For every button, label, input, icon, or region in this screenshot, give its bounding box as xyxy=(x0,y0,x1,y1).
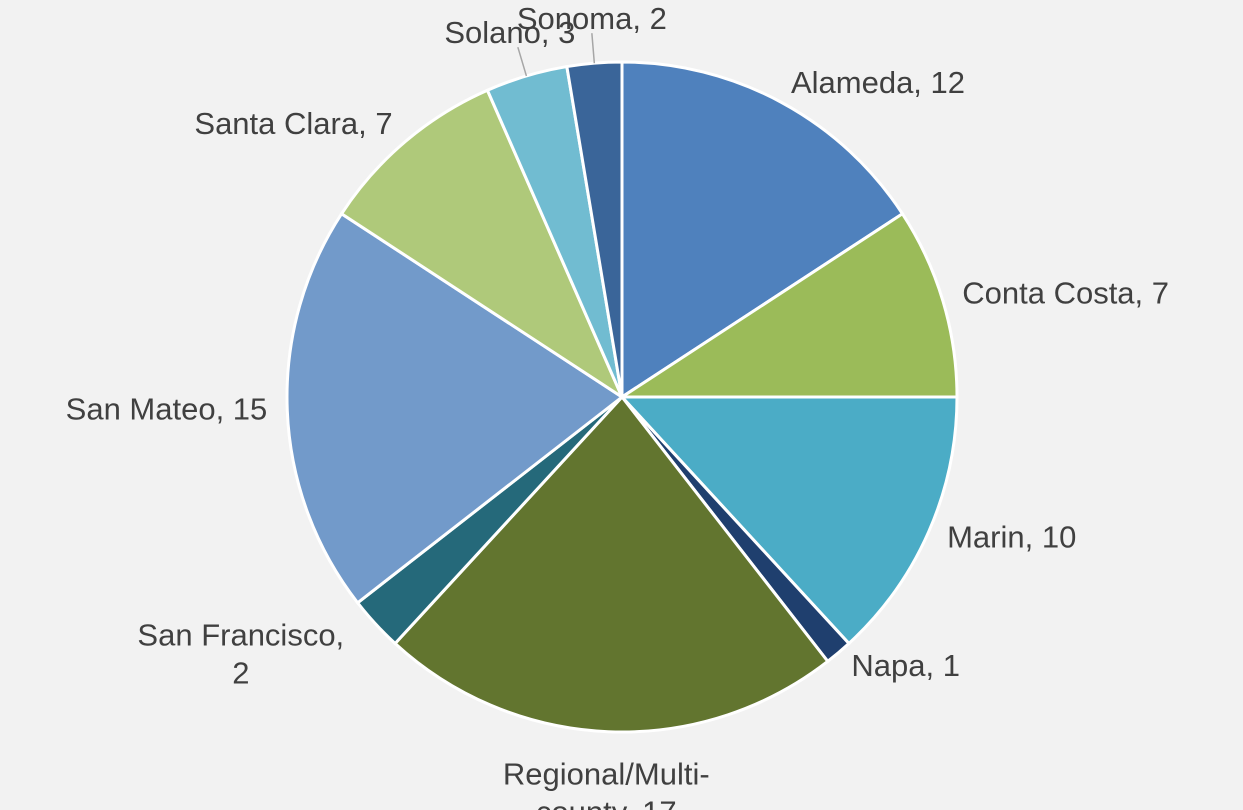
label-line: Regional/Multi- xyxy=(503,757,710,792)
label-line: San Mateo, 15 xyxy=(66,392,268,427)
pie-slice xyxy=(285,211,625,605)
pie-slice xyxy=(618,395,959,646)
data-label: Santa Clara, 7 xyxy=(194,106,392,141)
label-line: Sonoma, 2 xyxy=(517,1,667,36)
data-label: Conta Costa, 7 xyxy=(962,276,1169,311)
label-line: San Francisco, xyxy=(137,618,344,653)
label-line: 2 xyxy=(232,656,249,691)
label-line: Alameda, 12 xyxy=(791,65,965,100)
data-label: Alameda, 12 xyxy=(791,65,965,100)
pie-slice xyxy=(392,394,830,734)
label-line: Napa, 1 xyxy=(851,648,960,683)
data-label: Marin, 10 xyxy=(947,520,1076,555)
pie-slice xyxy=(565,60,624,398)
data-label: Sonoma, 2 xyxy=(517,1,667,36)
data-label: Solano, 3 xyxy=(444,15,575,50)
data-label: San Francisco, 2 xyxy=(137,618,344,691)
pie-slice xyxy=(339,88,626,402)
label-line: Marin, 10 xyxy=(947,520,1076,555)
label-line: Solano, 3 xyxy=(444,15,575,50)
label-line: county, 17 xyxy=(536,795,677,810)
pie-slice xyxy=(620,60,905,400)
leader-line xyxy=(517,46,528,77)
data-label: Regional/Multi-county, 17 xyxy=(503,757,710,810)
label-line: Conta Costa, 7 xyxy=(962,276,1169,311)
data-label: San Mateo, 15 xyxy=(66,392,268,427)
data-label: Napa, 1 xyxy=(851,648,960,683)
leader-line xyxy=(591,33,596,64)
label-line: Santa Clara, 7 xyxy=(194,106,392,141)
pie-slice xyxy=(616,211,959,399)
